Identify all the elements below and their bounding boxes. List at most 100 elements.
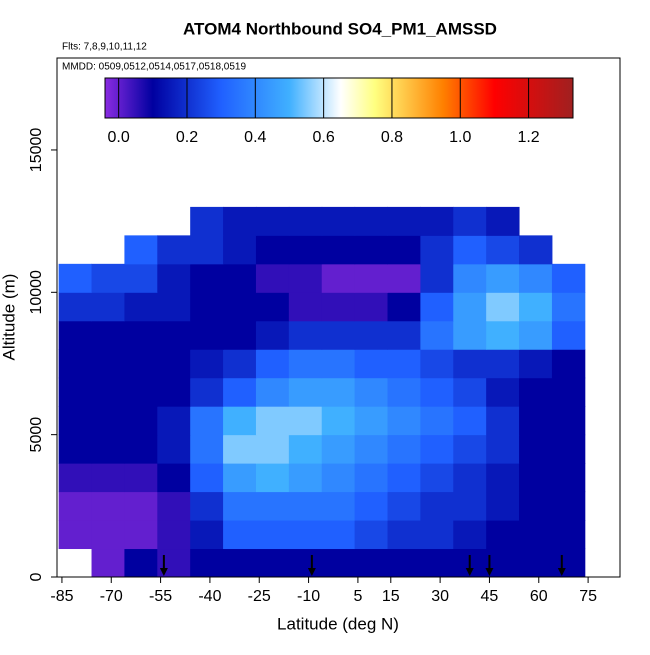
cell [157,463,191,493]
cell [255,548,290,578]
cell [190,349,224,379]
cell [157,235,191,265]
arrow-head [557,568,566,576]
cell [519,377,553,407]
cell [321,434,356,464]
cell [190,520,224,550]
cell [157,434,191,464]
cell [420,349,454,379]
cell [420,320,454,350]
cell [551,548,586,578]
cell [387,406,421,436]
cell [288,235,323,265]
y-tick-label: 15000 [28,128,45,173]
cell [288,349,323,379]
cell [58,292,93,322]
cell [519,434,553,464]
cell [255,491,290,521]
x-tick-label: -10 [297,588,320,605]
cell [551,434,586,464]
cell [354,434,388,464]
cell [58,263,93,293]
cell [519,463,553,493]
cell [223,434,257,464]
cell [321,520,356,550]
cell [387,320,421,350]
cell [91,406,125,436]
cell [190,292,224,322]
cell [453,463,487,493]
cell [321,235,356,265]
cell [124,463,158,493]
colorbar-tick-label: 0.4 [244,129,266,146]
cell [354,548,388,578]
cell [157,406,191,436]
cell [255,349,290,379]
cell [288,491,323,521]
cell [190,206,224,236]
cell [420,206,454,236]
cell [58,377,93,407]
cell [91,548,125,578]
cell [223,320,257,350]
cell [354,406,388,436]
cell [157,349,191,379]
cell [58,520,93,550]
x-tick-label: 60 [530,588,548,605]
cell [453,263,487,293]
cell [486,292,520,322]
cell [486,349,520,379]
cell [321,320,356,350]
cell [551,520,586,550]
x-tick-label: -55 [149,588,172,605]
cell [91,434,125,464]
cell [58,349,93,379]
cell [420,520,454,550]
cell [190,377,224,407]
cell [551,320,586,350]
cell [354,377,388,407]
cell [387,206,421,236]
cell [551,491,586,521]
cell [91,491,125,521]
cell [124,548,158,578]
cell [190,491,224,521]
cell [486,406,520,436]
y-tick-label: 10000 [28,270,45,315]
cell [223,406,257,436]
cell [223,377,257,407]
cell [354,349,388,379]
cell [255,235,290,265]
cell [190,434,224,464]
cell [453,235,487,265]
cell [486,548,520,578]
cell [124,349,158,379]
cell [387,520,421,550]
arrow-head [465,568,474,576]
cell [321,206,356,236]
cell [223,520,257,550]
cell [288,292,323,322]
cell [288,463,323,493]
cell [124,406,158,436]
cell [551,377,586,407]
cell [453,491,487,521]
cell [420,235,454,265]
cell [420,406,454,436]
cell [58,320,93,350]
cell [255,377,290,407]
cell [288,520,323,550]
cell [223,206,257,236]
cell [354,320,388,350]
cell [551,349,586,379]
cell [354,263,388,293]
cell [420,548,454,578]
cell [519,292,553,322]
cell [486,320,520,350]
cell [124,377,158,407]
cell [486,520,520,550]
cell [157,263,191,293]
colorbar-tick-label: 0.0 [108,129,130,146]
cell [387,292,421,322]
